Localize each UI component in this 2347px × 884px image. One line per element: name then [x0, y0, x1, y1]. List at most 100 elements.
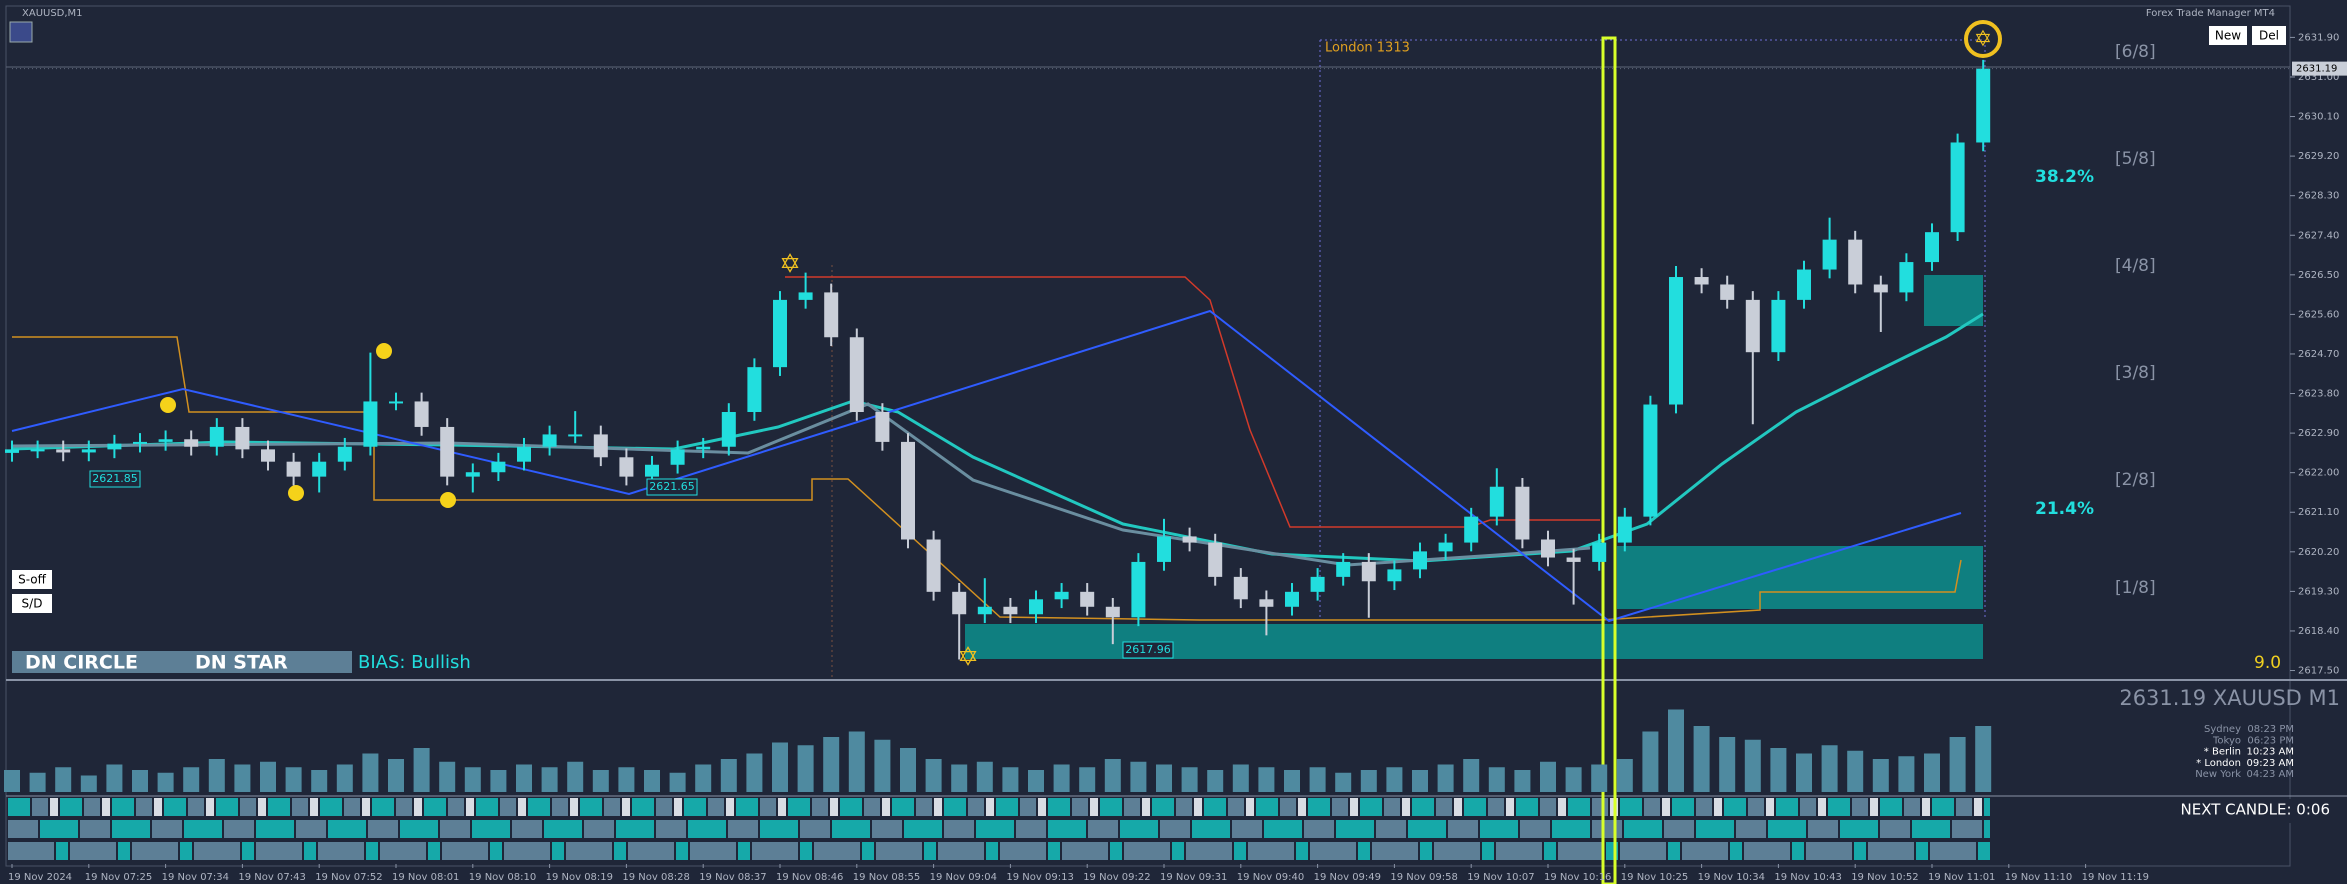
fib-label: [4/8]	[2115, 256, 2156, 276]
candle-body	[107, 443, 122, 450]
volume-bar	[29, 772, 46, 792]
volume-bar	[55, 767, 72, 792]
price-box	[1122, 641, 1174, 659]
candle-body	[158, 439, 173, 442]
toolbar-icon	[9, 21, 33, 43]
volume-bar	[1796, 753, 1812, 792]
y-tick-label: 2622.90	[2298, 428, 2339, 439]
y-tick-label: 2620.20	[2298, 547, 2339, 558]
x-tick-label: 19 Nov 08:46	[776, 872, 843, 883]
candle-body	[1950, 142, 1965, 233]
frame	[5, 5, 2347, 867]
x-tick-label: 19 Nov 08:01	[392, 872, 459, 883]
y-tick-label: 2618.40	[2298, 626, 2339, 637]
volume-bar	[1514, 770, 1531, 792]
volume-bar	[490, 770, 507, 792]
next-candle: NEXT CANDLE: 0:06	[2181, 801, 2331, 819]
fib-percent: 38.2%	[2035, 167, 2094, 187]
candle-body	[56, 449, 71, 453]
volume-bar	[669, 772, 686, 792]
candle-body	[1899, 262, 1914, 293]
app-label: Forex Trade Manager MT4	[2146, 8, 2275, 19]
y-tick-label: 2623.80	[2298, 389, 2339, 400]
volume-bar	[1104, 759, 1121, 792]
candle-body	[465, 472, 480, 477]
candle-body	[1387, 569, 1402, 582]
sd-label[interactable]: S/D	[22, 597, 43, 611]
x-tick-label: 19 Nov 08:37	[699, 872, 766, 883]
price-tag: 2631.19	[2296, 64, 2337, 75]
candle-body	[1054, 591, 1069, 600]
del-button[interactable]	[2252, 26, 2286, 45]
x-tick-label: 19 Nov 2024	[8, 872, 72, 883]
session-time: 09:23 AM	[2247, 758, 2294, 769]
supply-zone	[1924, 275, 1983, 326]
price-box	[89, 470, 141, 488]
candle-body	[1336, 561, 1351, 577]
y-tick-label: 2624.70	[2298, 349, 2339, 360]
signal: DN STAR	[195, 652, 288, 674]
del-button-label[interactable]: Del	[2259, 29, 2279, 43]
candle-body	[1617, 516, 1632, 543]
labels: XAUUSD,M1 Forex Trade Manager MT4 New De…	[9, 8, 2347, 823]
indicator-row	[8, 798, 1990, 816]
symbol-label: XAUUSD,M1	[22, 8, 83, 19]
next-candle-box	[1992, 799, 2347, 823]
price-plot: 2617.50 2618.40 2619.30 2620.20 2621.10 2622.…	[4, 32, 2347, 883]
y-tick-label: 2626.50	[2298, 270, 2339, 281]
trend-line	[11, 309, 1962, 623]
candle-body	[491, 461, 506, 473]
s-off-button[interactable]	[12, 570, 52, 589]
price-box-label: 2621.85	[92, 472, 138, 485]
candle-body	[1797, 269, 1811, 300]
london-label: London 1313	[1325, 41, 1410, 56]
candle-body	[1233, 576, 1248, 600]
volume-bar	[516, 764, 532, 792]
candle-body	[1720, 284, 1735, 300]
volume-bar	[772, 742, 788, 792]
sd-button[interactable]	[12, 594, 52, 613]
session-name: Sydney	[2204, 724, 2241, 735]
x-tick-label: 19 Nov 09:40	[1237, 872, 1304, 883]
volume-bar	[1668, 709, 1684, 792]
x-tick-label: 19 Nov 07:25	[85, 872, 152, 883]
bias: BIAS: Bullish	[358, 652, 471, 673]
candle-body	[517, 446, 531, 462]
new-button-label[interactable]: New	[2215, 29, 2241, 43]
volume-bar	[1591, 764, 1608, 792]
new-button[interactable]	[2209, 26, 2247, 45]
candle-body	[1822, 239, 1837, 270]
x-tick-label: 19 Nov 09:04	[930, 872, 997, 883]
x-tick-label: 19 Nov 09:22	[1083, 872, 1150, 883]
x-tick-label: 19 Nov 09:13	[1006, 872, 1073, 883]
volume-bar	[464, 767, 481, 792]
volume-bar	[285, 767, 302, 792]
volume-bar	[644, 770, 660, 792]
sessions: Sydney 08:23 PM Tokyo 06:23 PM * Berlin 10:23…	[2195, 724, 2294, 780]
x-tick-label: 19 Nov 07:52	[315, 872, 382, 883]
price-box-label: 2621.65	[649, 480, 695, 493]
session-time: 10:23 AM	[2247, 747, 2294, 758]
candle-body	[1361, 561, 1376, 582]
candle-body	[1029, 599, 1043, 615]
x-tick-label: 19 Nov 08:10	[469, 872, 536, 883]
candle-body	[1489, 486, 1504, 517]
s-off-label[interactable]: S-off	[18, 573, 47, 587]
highlight-box	[1601, 36, 1617, 884]
candle-body	[773, 299, 787, 368]
y-tick-label: 2625.60	[2298, 309, 2339, 320]
volume-bar	[951, 764, 968, 792]
candle-body	[1157, 536, 1171, 562]
volume-bar	[823, 737, 840, 792]
candle-body	[1745, 299, 1760, 353]
candle-body	[1925, 232, 1939, 263]
quote: 2631.19 XAUUSD M1	[2119, 686, 2340, 710]
volume-bar	[592, 770, 609, 792]
indicator-row	[8, 842, 1990, 860]
candle-body	[261, 449, 275, 462]
fib-label: [6/8]	[2115, 42, 2156, 62]
volume-bar	[362, 753, 379, 792]
candle-body	[389, 401, 403, 404]
candle-body	[1310, 576, 1325, 592]
